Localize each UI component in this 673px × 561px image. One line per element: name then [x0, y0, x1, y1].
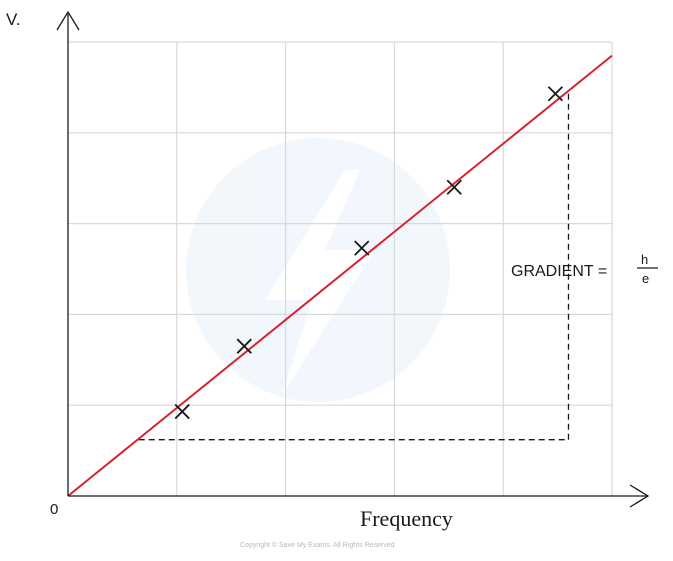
data-point: [236, 338, 252, 354]
data-point: [354, 240, 370, 256]
gradient-triangle: [138, 93, 570, 441]
grid: [68, 41, 613, 496]
gradient-denominator: e: [642, 271, 649, 286]
data-point: [547, 86, 564, 102]
copyright-text: Copyright © Save My Exams. All Rights Re…: [240, 541, 395, 549]
axes: [56, 10, 650, 508]
gradient-numerator: h: [641, 252, 648, 267]
cross-stroke: [354, 240, 370, 256]
x-axis-label: Frequency: [360, 506, 453, 531]
data-points: [174, 86, 564, 420]
cross-stroke: [446, 179, 462, 195]
gradient-annotation: GRADIENT = h e: [511, 252, 658, 286]
data-point: [174, 403, 190, 420]
x-axis-arrow-icon: [629, 484, 650, 508]
y-axis-arrow-icon: [56, 10, 80, 31]
watermark-logo: [186, 138, 450, 402]
cross-stroke: [547, 86, 564, 102]
gradient-label: GRADIENT =: [511, 263, 607, 280]
y-axis-label: V.: [6, 10, 21, 29]
cross-stroke: [236, 338, 252, 354]
origin-label: 0: [50, 501, 58, 518]
best-fit-line: [67, 54, 613, 497]
best-fit-layer: [67, 54, 613, 497]
cross-stroke: [174, 403, 190, 420]
data-point: [446, 179, 462, 195]
